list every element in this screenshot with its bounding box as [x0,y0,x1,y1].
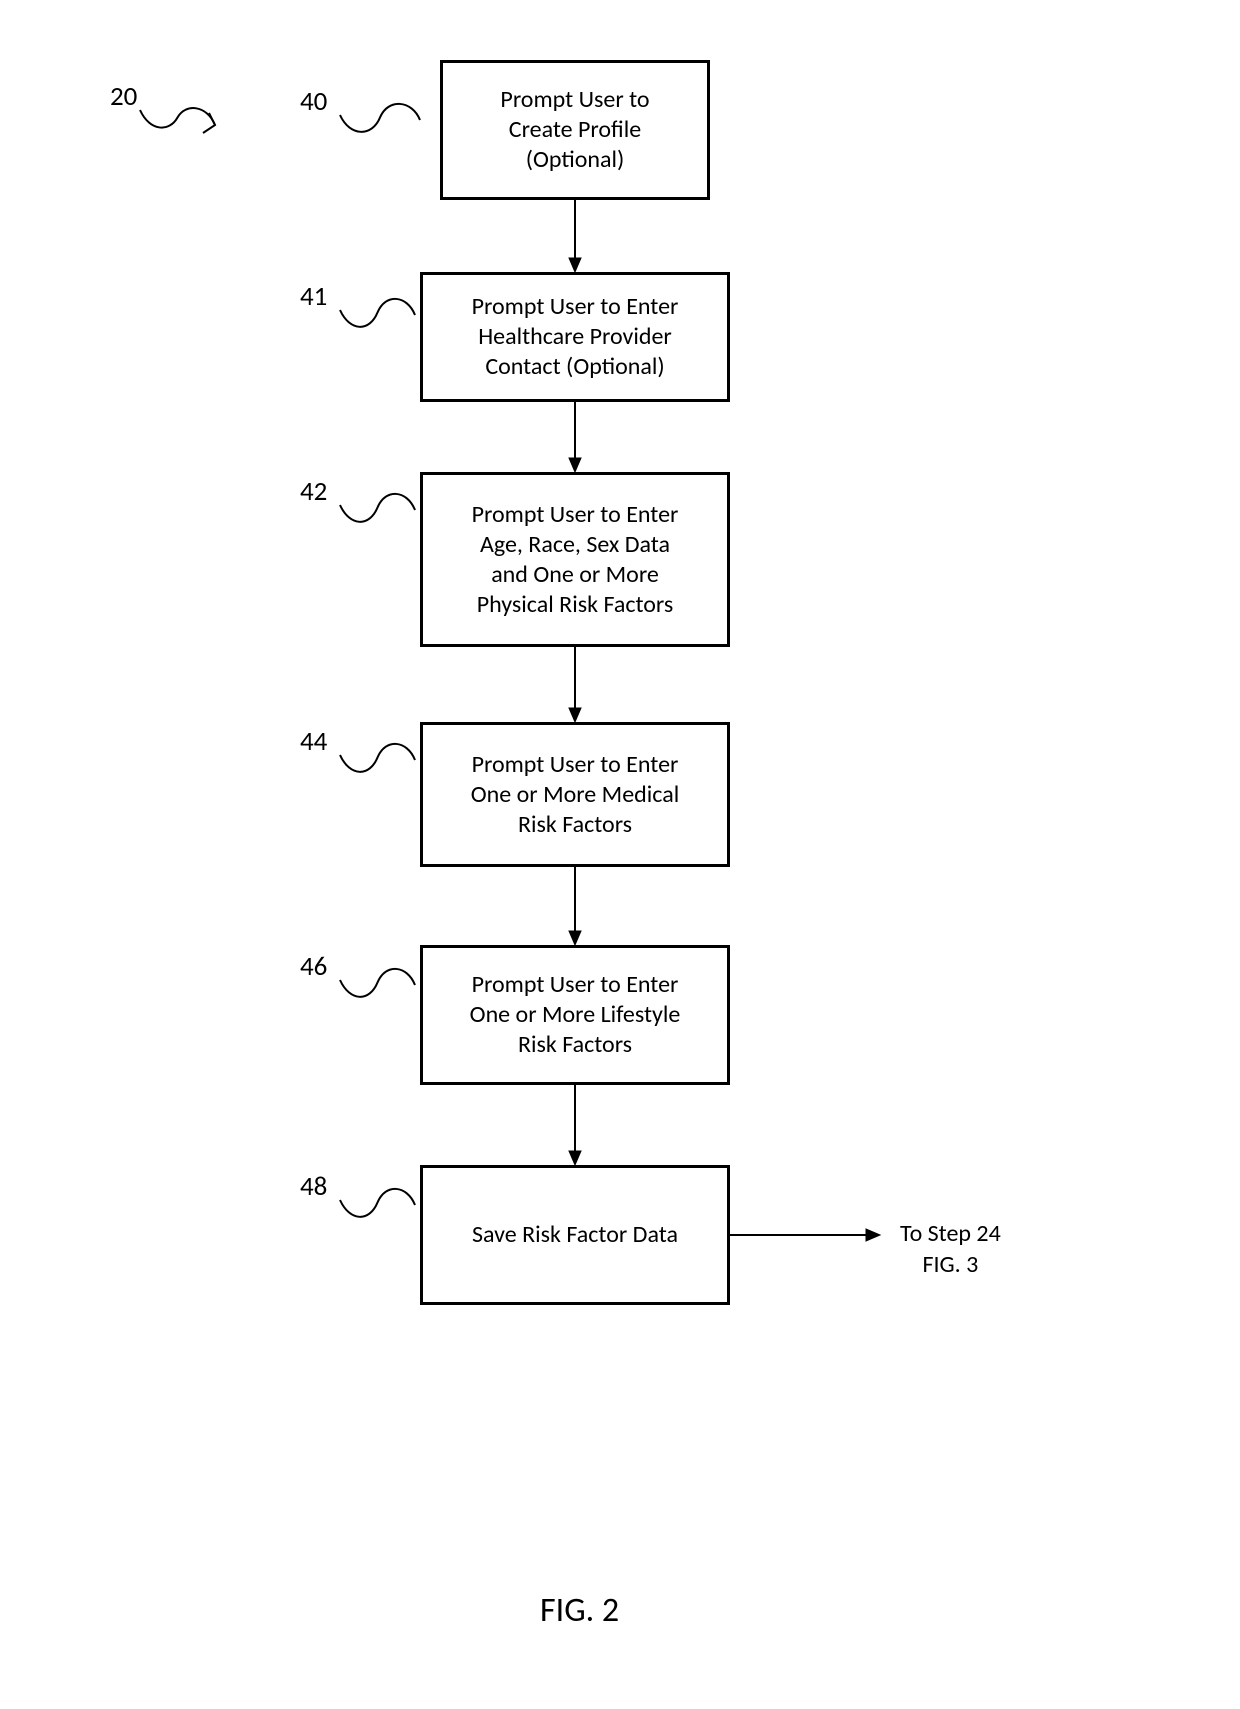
ref-label-ref41: 41 [300,280,327,313]
ref-label-ref20: 20 [110,80,137,113]
ref-label-ref46: 46 [300,950,327,983]
flow-node-n41: Prompt User to EnterHealthcare ProviderC… [420,272,730,402]
flow-node-n40: Prompt User toCreate Profile(Optional) [440,60,710,200]
ref-label-ref44: 44 [300,725,327,758]
figure-caption: FIG. 2 [540,1590,619,1631]
flow-node-n46: Prompt User to EnterOne or More Lifestyl… [420,945,730,1085]
flow-node-n48: Save Risk Factor Data [420,1165,730,1305]
flow-node-n42: Prompt User to EnterAge, Race, Sex Dataa… [420,472,730,647]
ref-label-ref40: 40 [300,85,327,118]
ref-label-ref48: 48 [300,1170,327,1203]
flow-node-n44: Prompt User to EnterOne or More MedicalR… [420,722,730,867]
flowchart-canvas: Prompt User toCreate Profile(Optional) Pr… [0,0,1240,1709]
exit-label: To Step 24FIG. 3 [900,1218,1001,1280]
ref-label-ref42: 42 [300,475,327,508]
